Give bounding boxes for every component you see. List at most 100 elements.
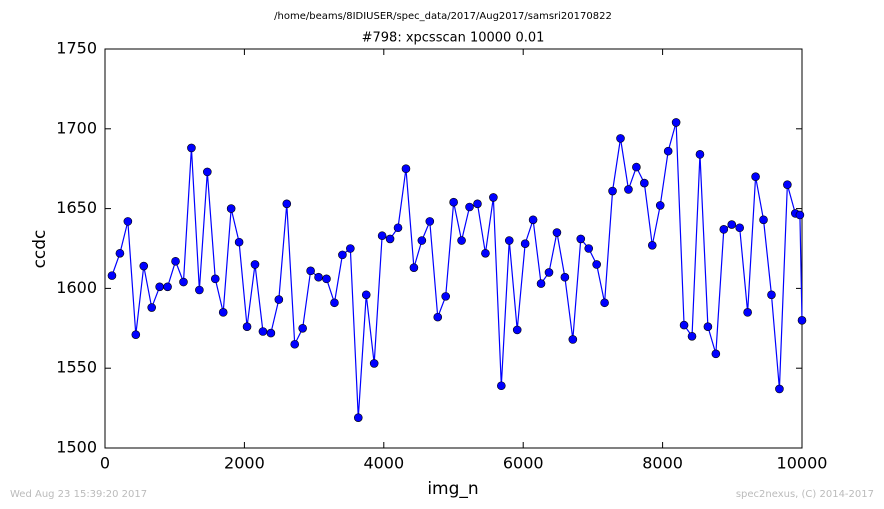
data-point	[417, 236, 427, 245]
data-point	[250, 260, 260, 269]
data-point	[489, 193, 498, 202]
plot-frame	[104, 48, 803, 449]
data-point	[473, 199, 482, 209]
data-point	[274, 295, 284, 304]
data-point	[377, 231, 387, 241]
data-point	[179, 277, 188, 287]
data-point	[226, 204, 236, 213]
data-point	[735, 223, 744, 233]
data-point	[163, 282, 172, 292]
data-point	[115, 248, 125, 258]
x-tick-label: 4000	[363, 454, 404, 473]
x-axis-label: img_n	[427, 479, 478, 499]
data-point	[560, 272, 570, 282]
data-point	[497, 381, 506, 391]
x-tick-label: 0	[100, 454, 110, 473]
data-point	[433, 312, 443, 322]
data-point	[584, 244, 594, 253]
data-point	[797, 316, 807, 325]
footer-left: Wed Aug 23 15:39:20 2017	[10, 489, 147, 500]
data-point	[655, 201, 665, 210]
data-point	[600, 298, 609, 308]
data-point	[671, 118, 681, 127]
data-point	[385, 234, 395, 244]
data-point	[695, 150, 705, 159]
data-point	[552, 228, 562, 237]
data-point	[218, 308, 228, 317]
data-point	[139, 261, 149, 271]
data-point	[687, 331, 697, 341]
data-point	[306, 266, 315, 276]
data-point	[457, 236, 466, 245]
data-point	[544, 268, 554, 277]
data-point	[592, 260, 601, 269]
data-point	[703, 322, 713, 332]
data-point	[504, 236, 514, 245]
data-point	[369, 359, 379, 368]
footer-right: spec2nexus, (C) 2014-2017	[736, 489, 874, 500]
data-point	[536, 279, 546, 288]
data-point	[795, 210, 805, 220]
data-point	[234, 237, 244, 247]
data-point	[727, 220, 737, 229]
chart-title: #798: xpcsscan 10000 0.01	[362, 31, 545, 46]
data-point	[767, 290, 776, 300]
data-point	[481, 248, 490, 258]
x-tick-label: 10000	[777, 454, 828, 473]
data-point	[266, 328, 276, 338]
data-point	[401, 164, 411, 173]
data-point	[131, 330, 141, 339]
data-point	[409, 263, 419, 272]
data-point	[393, 223, 403, 233]
data-point	[242, 322, 252, 332]
x-tick-label: 2000	[224, 454, 265, 473]
y-tick-label: 1650	[56, 198, 97, 217]
data-line	[111, 122, 803, 418]
data-point	[751, 172, 760, 181]
data-point	[640, 178, 649, 188]
data-point	[330, 298, 339, 308]
data-point	[258, 327, 268, 336]
data-point	[576, 234, 586, 244]
data-point	[171, 256, 180, 266]
y-axis-label: ccdc	[30, 230, 50, 269]
data-point	[290, 339, 300, 349]
data-point	[743, 308, 752, 317]
data-point	[647, 241, 657, 250]
data-point	[512, 325, 522, 335]
data-point	[187, 143, 196, 153]
data-point	[783, 180, 792, 189]
data-point	[441, 292, 450, 301]
data-point	[520, 239, 530, 249]
y-tick-label: 1600	[56, 278, 97, 297]
data-point	[624, 185, 633, 194]
y-tick-label: 1700	[56, 118, 97, 137]
suptitle: /home/beams/8IDIUSER/spec_data/2017/Aug2…	[274, 11, 612, 22]
data-point	[123, 217, 133, 226]
data-point	[107, 271, 117, 280]
data-point	[155, 282, 164, 292]
data-point	[361, 290, 371, 300]
data-point	[679, 320, 689, 330]
x-tick-label: 8000	[642, 454, 683, 473]
data-point	[775, 384, 784, 394]
data-point	[449, 197, 458, 207]
data-point	[568, 335, 578, 344]
data-point	[147, 303, 156, 312]
data-point	[282, 199, 292, 209]
data-point	[711, 349, 721, 359]
data-point	[298, 323, 307, 333]
data-point	[314, 272, 323, 282]
data-point	[203, 167, 212, 177]
data-point	[663, 146, 673, 156]
data-point	[346, 244, 355, 253]
data-point	[528, 215, 538, 225]
data-point	[338, 250, 347, 260]
x-tick-label: 6000	[503, 454, 544, 473]
y-tick-label: 1500	[56, 438, 97, 457]
data-point	[322, 274, 331, 284]
y-tick-label: 1750	[56, 39, 97, 58]
data-point	[425, 217, 435, 226]
data-point	[195, 285, 204, 295]
